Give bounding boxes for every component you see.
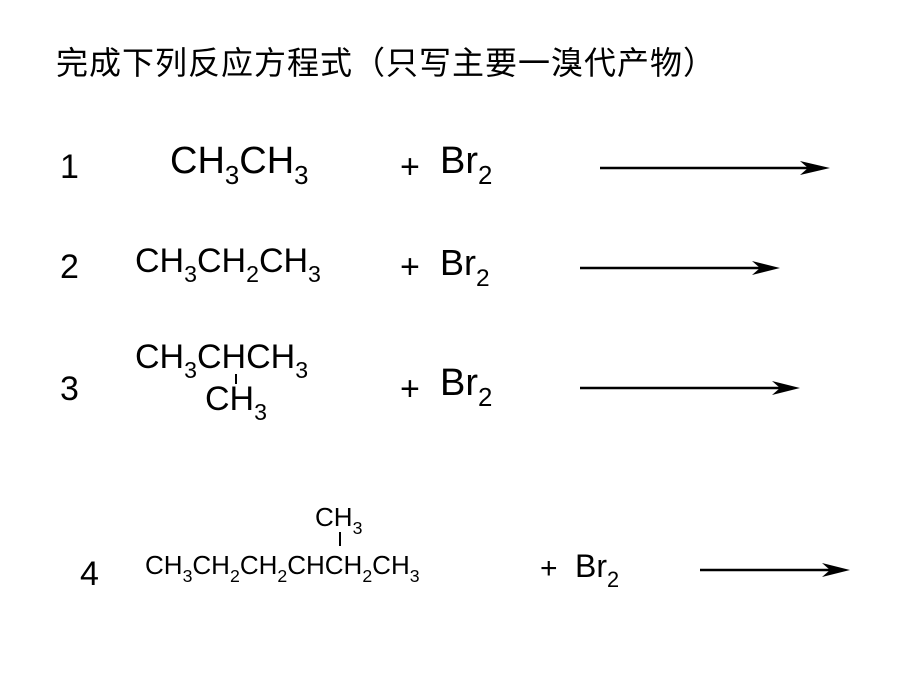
formula-br2: Br2 [440, 140, 492, 189]
plus-sign: + [540, 552, 558, 586]
page-title: 完成下列反应方程式（只写主要一溴代产物） [56, 38, 716, 84]
plus-sign: + [400, 370, 420, 409]
plus-sign: + [400, 148, 420, 187]
eq-number-1: 1 [60, 148, 120, 187]
formula-isobutane: CH3CHCH3 CH3 [135, 340, 308, 380]
arrow-icon [700, 560, 850, 580]
bond-vertical [339, 532, 341, 546]
equation-3-reagent2: Br2 [440, 362, 492, 411]
formula-methylhexane: CH3 CH3CH2CH2CHCH2CH3 [145, 550, 420, 585]
equation-2-reagent2: Br2 [440, 242, 490, 290]
equation-3-reagent1: CH3CHCH3 CH3 [135, 340, 308, 380]
equation-2-reagent1: CH3CH2CH3 [135, 242, 321, 286]
formula-br2: Br2 [440, 242, 490, 290]
equation-4-reagent2: Br2 [575, 548, 619, 590]
formula-br2: Br2 [575, 548, 619, 590]
eq-number-2: 2 [60, 248, 120, 287]
equation-1-reagent1: CH3CH3 [170, 140, 309, 189]
equation-4-plus: + [540, 552, 558, 586]
equation-4-arrow [700, 560, 850, 580]
eq-number-4: 4 [80, 555, 140, 594]
equation-row-2: 2 [60, 248, 120, 287]
arrow-icon [580, 378, 800, 398]
arrow-icon [600, 158, 830, 178]
equation-row-4: 4 [80, 555, 140, 594]
equation-3-arrow [580, 378, 800, 398]
equation-2-plus: + [400, 248, 420, 287]
equation-4-reagent1: CH3 CH3CH2CH2CHCH2CH3 [145, 550, 420, 585]
arrow-icon [580, 258, 780, 278]
equation-1-arrow [600, 158, 830, 178]
eq-number-3: 3 [60, 370, 120, 409]
equation-1-reagent2: Br2 [440, 140, 492, 189]
equation-1-plus: + [400, 148, 420, 187]
equation-2-arrow [580, 258, 780, 278]
formula-propane: CH3CH2CH3 [135, 242, 321, 286]
plus-sign: + [400, 248, 420, 287]
equation-row-1: 1 [60, 148, 120, 187]
formula-br2: Br2 [440, 362, 492, 411]
equation-3-plus: + [400, 370, 420, 409]
formula-ch3ch3: CH3CH3 [170, 140, 309, 189]
equation-row-3: 3 [60, 370, 120, 409]
